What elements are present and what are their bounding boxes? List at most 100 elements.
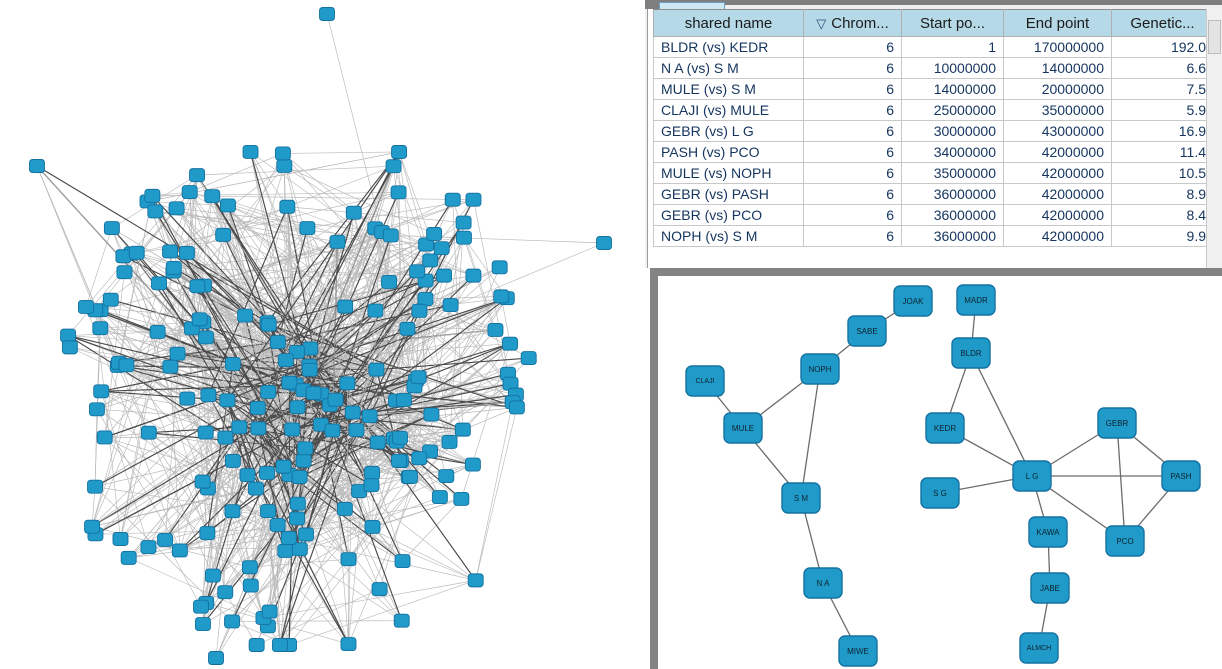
main-network-edge[interactable] <box>95 526 373 535</box>
main-network-node[interactable] <box>248 638 265 652</box>
main-network-node[interactable] <box>144 188 161 203</box>
main-network-node[interactable] <box>596 236 612 250</box>
main-network-edge[interactable] <box>303 166 394 391</box>
main-network-edge[interactable] <box>148 432 269 512</box>
edge-table-frame[interactable]: shared name ▽ Chrom... Start po... End point… <box>647 9 1220 268</box>
main-network-edge[interactable] <box>344 212 355 307</box>
main-network-edge[interactable] <box>297 503 403 562</box>
main-network-edge[interactable] <box>232 510 402 621</box>
main-network-node[interactable] <box>284 422 301 437</box>
subnetwork-canvas[interactable]: CLAJI MULE NOPH SABE JOAK S M N A MIWE MADR BLDR K… <box>658 276 1222 669</box>
main-network-node[interactable] <box>392 430 408 445</box>
subnetwork-node[interactable]: KAWA <box>1028 516 1068 548</box>
main-network-edge[interactable] <box>267 321 405 401</box>
main-network-edge[interactable] <box>158 283 228 401</box>
main-network-edge[interactable] <box>189 191 224 236</box>
subnetwork-node[interactable]: BLDR <box>951 337 991 369</box>
main-network-edge[interactable] <box>369 298 426 417</box>
main-network-node[interactable] <box>204 189 221 204</box>
table-row[interactable]: GEBR (vs) PCO 6 36000000 42000000 8.4 <box>653 204 1214 226</box>
main-network-node[interactable] <box>297 441 314 456</box>
active-tab-chip[interactable] <box>659 2 725 9</box>
main-network-node[interactable] <box>140 540 157 555</box>
main-network-node[interactable] <box>250 421 267 436</box>
main-network-edge[interactable] <box>227 365 310 401</box>
main-network-edge[interactable] <box>282 151 400 154</box>
main-network-edge[interactable] <box>128 508 345 559</box>
main-network-edge[interactable] <box>173 271 259 409</box>
main-network-edge[interactable] <box>232 460 476 581</box>
main-network-edge[interactable] <box>151 195 301 478</box>
main-network-node[interactable] <box>179 391 196 406</box>
main-network-edge[interactable] <box>91 283 160 527</box>
main-network-edge[interactable] <box>128 557 264 619</box>
subnetwork-node[interactable]: S G <box>920 477 960 509</box>
main-network-edge[interactable] <box>224 592 257 646</box>
main-network-edge[interactable] <box>326 13 383 233</box>
main-network-edge[interactable] <box>176 208 290 383</box>
main-network-edge[interactable] <box>299 414 432 478</box>
main-network-node[interactable] <box>162 244 178 259</box>
main-network-node[interactable] <box>431 490 448 505</box>
main-network-edge[interactable] <box>393 166 417 381</box>
subnetwork-node[interactable]: JOAK <box>893 285 933 317</box>
main-network-edge[interactable] <box>177 353 290 476</box>
main-network-node[interactable] <box>324 423 341 438</box>
main-network-node[interactable] <box>340 552 357 567</box>
main-network-edge[interactable] <box>250 151 354 413</box>
main-network-node[interactable] <box>433 241 450 256</box>
main-network-edge[interactable] <box>463 237 508 299</box>
main-network-edge[interactable] <box>179 498 462 551</box>
main-network-node[interactable] <box>395 393 412 407</box>
main-network-node[interactable] <box>168 201 185 216</box>
main-network-node[interactable] <box>305 386 322 401</box>
main-network-edge[interactable] <box>475 407 518 581</box>
main-network-edge[interactable] <box>68 335 297 353</box>
main-network-edge[interactable] <box>279 526 373 646</box>
main-network-edge[interactable] <box>164 539 202 607</box>
table-scrollbar[interactable] <box>1206 9 1222 268</box>
main-network-node[interactable] <box>269 517 286 532</box>
main-network-edge[interactable] <box>266 322 298 519</box>
main-network-node[interactable] <box>231 420 248 435</box>
main-network-edge[interactable] <box>155 211 269 325</box>
main-network-edge[interactable] <box>232 510 289 539</box>
table-row[interactable]: PASH (vs) PCO 6 34000000 42000000 11.4 <box>653 141 1214 163</box>
main-network-edge[interactable] <box>334 235 392 400</box>
main-network-node[interactable] <box>393 613 410 628</box>
main-network-edge[interactable] <box>268 324 511 385</box>
main-network-node[interactable] <box>417 292 434 306</box>
main-network-edge[interactable] <box>96 408 321 425</box>
main-network-node[interactable] <box>442 298 459 312</box>
main-network-node[interactable] <box>149 324 166 339</box>
main-network-node[interactable] <box>493 289 510 304</box>
main-network-node[interactable] <box>344 405 361 420</box>
main-network-edge[interactable] <box>215 550 286 659</box>
main-network-edge[interactable] <box>118 328 408 364</box>
main-network-node[interactable] <box>291 542 308 557</box>
main-network-node[interactable] <box>204 568 221 583</box>
main-network-node[interactable] <box>280 530 297 545</box>
main-network-node[interactable] <box>120 550 137 565</box>
subnetwork-node[interactable]: S M <box>781 482 821 514</box>
main-network-node[interactable] <box>189 168 205 183</box>
main-network-edge[interactable] <box>151 195 354 413</box>
main-network-edge[interactable] <box>289 474 403 562</box>
main-network-edge[interactable] <box>189 191 268 323</box>
main-network-node[interactable] <box>348 423 365 437</box>
main-network-node[interactable] <box>220 198 236 213</box>
main-network-node[interactable] <box>194 617 211 632</box>
main-network-edge[interactable] <box>104 195 153 438</box>
main-network-edge[interactable] <box>152 195 209 396</box>
main-network-edge[interactable] <box>257 270 418 429</box>
table-row[interactable]: N A (vs) S M 6 10000000 14000000 6.6 <box>653 57 1214 79</box>
main-network-node[interactable] <box>327 392 344 407</box>
main-network-node[interactable] <box>369 435 386 450</box>
main-network-edge[interactable] <box>67 334 314 394</box>
main-network-edge[interactable] <box>376 357 529 371</box>
main-network-node[interactable] <box>426 226 443 241</box>
main-network-edge[interactable] <box>191 235 391 329</box>
main-network-edge[interactable] <box>297 241 338 408</box>
main-network-edge[interactable] <box>369 415 447 477</box>
main-network-node[interactable] <box>96 430 113 445</box>
